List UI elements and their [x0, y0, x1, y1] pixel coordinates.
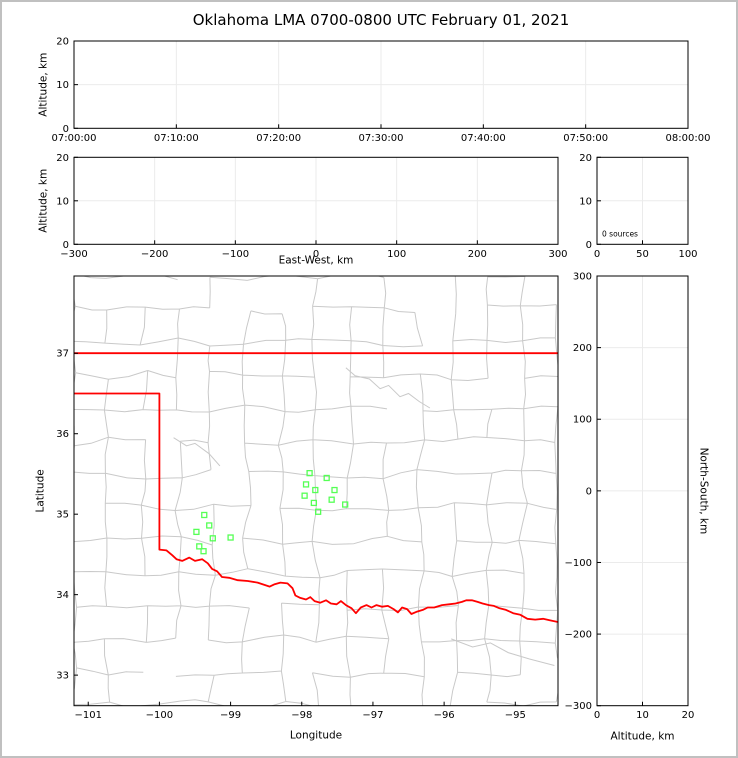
y-tick-label: 20: [579, 153, 592, 164]
station-marker: [314, 508, 322, 515]
y-axis-label: Altitude, km: [38, 169, 50, 233]
x-tick-label: 07:20:00: [256, 133, 301, 144]
x-tick-label: 50: [636, 249, 649, 260]
y-axis-label: Altitude, km: [38, 53, 50, 117]
lma-stations: [193, 469, 349, 555]
x-axis-label: East-West, km: [279, 255, 354, 267]
y-tick-label: 20: [56, 153, 69, 164]
x-tick-label: −300: [60, 249, 87, 260]
axes-frame: [73, 275, 559, 707]
y-tick-label: 33: [56, 671, 69, 682]
map-content: [74, 276, 558, 706]
tick-marks: [73, 40, 689, 129]
station-marker: [312, 486, 319, 494]
x-tick-label: 08:00:00: [666, 133, 711, 144]
x-tick-label: −98: [291, 710, 312, 721]
y-tick-label: 34: [56, 590, 69, 601]
x-tick-label: 0: [594, 710, 600, 721]
x-axis-label: Longitude: [290, 730, 342, 742]
x-tick-label: 0: [594, 249, 600, 260]
gridlines: [74, 157, 558, 245]
tick-marks: [73, 156, 559, 245]
x-tick-label: 0: [313, 249, 319, 260]
x-tick-label: −200: [141, 249, 168, 260]
station-marker: [328, 496, 335, 503]
station-marker: [302, 481, 310, 488]
sources-count-label: 0 sources: [602, 230, 638, 239]
station-marker: [200, 548, 207, 555]
station-marker: [331, 486, 338, 494]
x-tick-label: −99: [220, 710, 241, 721]
tick-marks: [74, 352, 516, 706]
x-tick-label: −100: [222, 249, 249, 260]
station-marker: [310, 499, 318, 507]
y-tick-label: −200: [565, 630, 592, 641]
station-marker: [209, 535, 216, 542]
y-tick-label: 0: [586, 240, 592, 251]
panel-plan-view-map: −101 −100 −99 −98 −97 −96 −95 33 34 35 36 37 Longitu…: [35, 275, 559, 742]
y-tick-label: −100: [565, 558, 592, 569]
station-marker: [193, 528, 200, 536]
river-line: [451, 638, 555, 666]
station-marker: [342, 501, 349, 508]
station-marker: [201, 511, 208, 519]
x-tick-label: 100: [387, 249, 406, 260]
y-tick-label: 0: [586, 486, 592, 497]
x-tick-label: 20: [682, 710, 695, 721]
y-axis-label: Latitude: [35, 469, 47, 512]
x-tick-label: −96: [434, 710, 455, 721]
y-tick-label: 0: [63, 240, 69, 251]
x-tick-label: −101: [75, 710, 102, 721]
x-tick-label: 07:50:00: [563, 133, 608, 144]
y-axis-label-right: North-South, km: [697, 448, 709, 535]
x-tick-label: 100: [678, 249, 697, 260]
tick-marks: [596, 156, 689, 245]
x-tick-label: 07:30:00: [359, 133, 404, 144]
y-tick-label: −300: [565, 701, 592, 712]
gridlines: [597, 276, 688, 706]
y-tick-label: 0: [63, 124, 69, 135]
y-tick-label: 35: [56, 510, 69, 521]
station-marker: [206, 522, 213, 529]
y-tick-label: 37: [56, 349, 69, 360]
station-marker: [323, 474, 330, 482]
x-tick-label: 200: [468, 249, 487, 260]
station-marker: [306, 469, 313, 477]
river-line: [345, 367, 431, 409]
station-marker: [196, 543, 203, 550]
county-lines: [74, 276, 558, 706]
panel-altitude-histogram: 0 50 100 0 10 20 0 sources: [579, 153, 697, 260]
station-marker: [301, 492, 308, 499]
station-marker: [227, 534, 234, 541]
x-tick-label: 07:10:00: [154, 133, 199, 144]
panel-eastwest-altitude: −300 −200 −100 0 100 200 300 0 10 20 East-West, km…: [38, 153, 568, 267]
y-tick-label: 10: [56, 196, 69, 207]
y-tick-label: 200: [573, 343, 592, 354]
x-tick-label: −100: [146, 710, 173, 721]
y-tick-label: 300: [573, 272, 592, 283]
x-tick-label: 300: [548, 249, 567, 260]
y-tick-label: 20: [56, 37, 69, 48]
river-line: [173, 437, 221, 467]
figure-title: Oklahoma LMA 0700-0800 UTC February 01, …: [192, 11, 570, 29]
gridlines: [597, 157, 688, 245]
y-tick-label: 10: [56, 80, 69, 91]
x-tick-label: 10: [636, 710, 649, 721]
x-tick-label: 07:40:00: [461, 133, 506, 144]
panel-time-altitude: 07:00:00 07:10:00 07:20:00 07:30:00 07:40:00…: [38, 37, 711, 144]
y-tick-label: 36: [56, 429, 69, 440]
x-tick-label: −97: [362, 710, 383, 721]
y-tick-label: 10: [579, 196, 592, 207]
gridlines: [74, 41, 688, 129]
x-axis-label: Altitude, km: [610, 731, 674, 743]
oklahoma-west-south-border: [74, 392, 558, 623]
x-tick-label: 07:00:00: [52, 133, 97, 144]
y-tick-label: 100: [573, 415, 592, 426]
x-tick-label: −95: [505, 710, 526, 721]
panel-northsouth-altitude: 0 10 20 300 200 100 0 −100 −200 −300 Altitude, km N…: [565, 272, 710, 743]
tick-marks: [596, 275, 689, 707]
